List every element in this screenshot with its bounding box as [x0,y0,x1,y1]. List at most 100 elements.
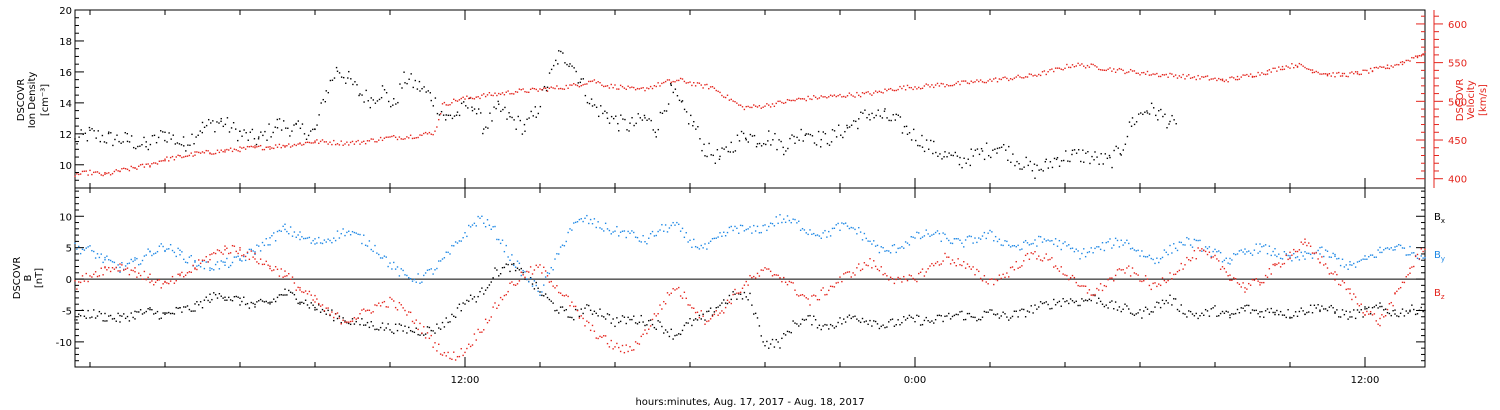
bz-point-719 [1375,320,1377,322]
bx-point-382 [762,341,764,343]
velocity-point-272 [556,85,558,87]
velocity-tick-label-450: 450 [1448,136,1467,147]
bx-point-158 [342,317,344,319]
by-point-193 [408,277,410,279]
density-point-101 [264,130,266,133]
bx-point-611 [1191,313,1194,315]
by-point-192 [406,274,408,277]
bz-point-473 [933,264,935,267]
by-point-582 [1137,249,1139,252]
velocity-point-406 [807,95,809,98]
bx-point-98 [239,304,241,306]
by-point-117 [271,235,273,237]
bz-point-292 [593,330,596,332]
bx-point-510 [1002,311,1004,313]
bz-point-275 [561,294,564,297]
bx-point-557 [1090,299,1092,302]
by-point-113 [265,238,267,240]
by-point-468 [923,235,926,237]
velocity-point-668 [1289,67,1291,69]
bz-point-165 [355,318,357,320]
bx-point-729 [1392,309,1394,312]
bz-point-412 [818,298,821,301]
by-point-711 [1362,258,1364,260]
bz-point-588 [1148,284,1151,287]
by-point-431 [854,228,856,231]
density-point-429 [879,115,882,117]
velocity-point-718 [1371,70,1374,73]
by-point-202 [424,272,427,274]
velocity-point-377 [753,104,755,106]
density-point-5 [84,132,87,134]
bx-point-376 [751,304,753,306]
by-point-216 [451,244,453,247]
bx-point-421 [835,325,837,328]
bx-point-16 [104,312,106,315]
density-point-329 [692,125,694,127]
bz-point-169 [363,308,365,310]
velocity-point-631 [1227,81,1229,83]
by-point-713 [1364,258,1366,260]
bx-point-202 [424,333,427,335]
velocity-point-655 [1266,70,1269,72]
velocity-point-639 [1240,76,1242,78]
velocity-point-350 [702,87,704,89]
bx-point-28 [123,313,125,315]
bx-point-165 [355,320,357,323]
bz-point-742 [1413,265,1415,268]
by-point-419 [831,227,834,230]
velocity-point-132 [297,143,299,145]
bz-point-370 [739,291,742,294]
by-point-400 [796,222,798,224]
bx-point-685 [1319,310,1321,313]
bz-point-65 [184,274,187,276]
by-point-325 [655,234,657,237]
bz-point-119 [274,266,277,268]
velocity-point-516 [1013,77,1016,79]
density-point-276 [591,105,594,107]
by-point-68 [190,254,192,257]
by-point-180 [383,255,386,257]
bz-point-683 [1315,252,1317,254]
bx-point-57 [171,312,174,315]
bx-point-130 [293,293,296,296]
bz-point-455 [899,277,901,280]
by-point-669 [1291,260,1293,262]
bz-point-129 [291,276,294,278]
density-tick-label-14: 14 [59,99,72,110]
by-point-332 [668,227,671,229]
velocity-point-369 [738,104,740,106]
density-point-194 [438,114,441,116]
bx-point-297 [603,316,605,318]
bx-point-737 [1405,310,1407,312]
density-point-203 [455,114,458,116]
bx-point-339 [681,329,684,332]
bx-point-448 [886,326,888,328]
velocity-point-121 [278,143,281,146]
velocity-point-568 [1111,70,1113,72]
by-point-86 [220,260,222,262]
bx-point-194 [409,329,412,332]
bx-point-659 [1274,313,1276,316]
bz-point-695 [1334,279,1336,281]
bx-point-52 [164,312,166,314]
velocity-point-400 [796,98,798,100]
by-point-701 [1345,264,1347,266]
by-point-262 [537,290,539,293]
velocity-point-157 [340,140,342,142]
density-point-121 [301,123,304,125]
bx-point-221 [460,310,462,312]
bx-point-365 [730,298,732,301]
bx-point-105 [252,302,254,305]
bx-point-556 [1088,298,1091,301]
bz-point-747 [1422,250,1424,253]
bx-point-273 [558,312,560,314]
velocity-point-216 [451,102,453,104]
density-point-546 [1098,163,1100,165]
bx-point-18 [106,320,108,322]
density-point-148 [352,83,354,86]
by-point-18 [106,255,108,257]
by-point-328 [661,224,663,226]
velocity-point-728 [1388,67,1391,70]
velocity-point-78 [207,150,209,152]
